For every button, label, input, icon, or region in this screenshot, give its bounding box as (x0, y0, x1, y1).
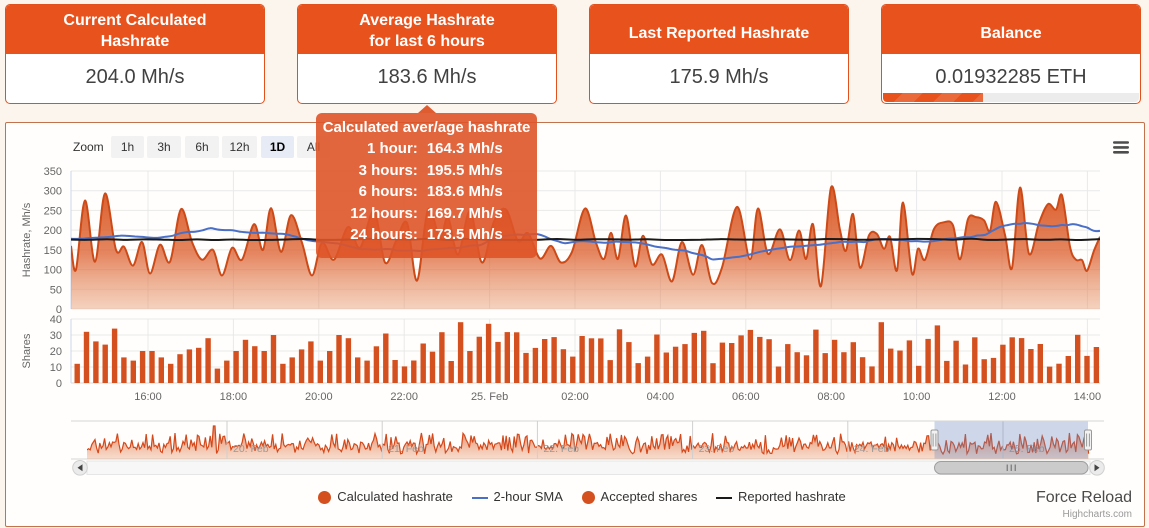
svg-text:25. Feb: 25. Feb (471, 391, 508, 403)
svg-text:20:00: 20:00 (305, 391, 333, 403)
svg-text:300: 300 (44, 186, 62, 198)
svg-text:02:00: 02:00 (561, 391, 589, 403)
svg-text:250: 250 (44, 205, 62, 217)
svg-text:200: 200 (44, 225, 62, 237)
svg-text:50: 50 (50, 284, 62, 296)
svg-text:30: 30 (50, 330, 62, 342)
svg-text:16:00: 16:00 (134, 391, 162, 403)
svg-text:08:00: 08:00 (817, 391, 845, 403)
svg-text:06:00: 06:00 (732, 391, 760, 403)
svg-text:0: 0 (56, 378, 62, 390)
svg-text:24. Feb: 24. Feb (854, 443, 890, 455)
svg-text:18:00: 18:00 (220, 391, 248, 403)
svg-text:100: 100 (44, 265, 62, 277)
svg-text:Hashrate, Mh/s: Hashrate, Mh/s (21, 202, 33, 277)
svg-text:40: 40 (50, 314, 62, 326)
svg-text:22:00: 22:00 (390, 391, 418, 403)
svg-text:10: 10 (50, 362, 62, 374)
svg-text:23. Feb: 23. Feb (699, 443, 735, 455)
svg-text:12:00: 12:00 (988, 391, 1016, 403)
svg-text:25. Feb: 25. Feb (1009, 443, 1045, 455)
svg-text:04:00: 04:00 (647, 391, 675, 403)
svg-text:20. Feb: 20. Feb (233, 443, 269, 455)
svg-text:22. Feb: 22. Feb (543, 443, 579, 455)
svg-text:350: 350 (44, 166, 62, 178)
svg-text:20: 20 (50, 346, 62, 358)
svg-text:Shares: Shares (21, 333, 33, 368)
svg-text:21. Feb: 21. Feb (388, 443, 424, 455)
svg-text:10:00: 10:00 (903, 391, 931, 403)
svg-text:0: 0 (56, 304, 62, 316)
svg-text:150: 150 (44, 245, 62, 257)
svg-text:14:00: 14:00 (1074, 391, 1102, 403)
